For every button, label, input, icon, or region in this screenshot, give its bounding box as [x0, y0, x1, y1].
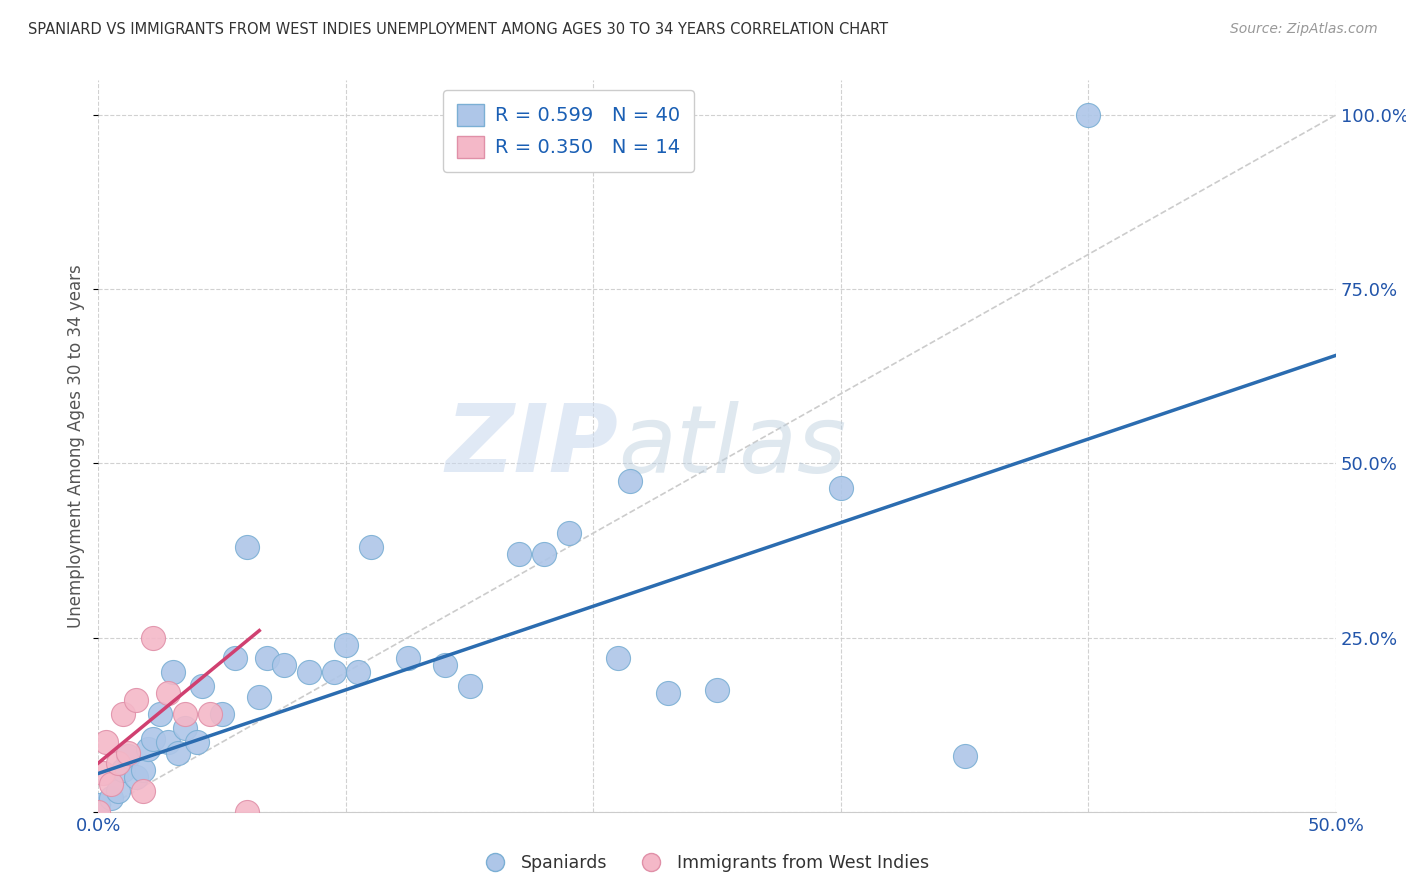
Point — [458, 679, 481, 693]
Point — [124, 770, 146, 784]
Point — [396, 651, 419, 665]
Point — [132, 784, 155, 798]
Point — [607, 651, 630, 665]
Point — [236, 805, 259, 819]
Legend: Spaniards, Immigrants from West Indies: Spaniards, Immigrants from West Indies — [471, 847, 935, 879]
Text: Source: ZipAtlas.com: Source: ZipAtlas.com — [1230, 22, 1378, 37]
Point — [360, 540, 382, 554]
Point — [142, 731, 165, 746]
Point — [174, 707, 197, 722]
Point — [322, 665, 344, 680]
Text: SPANIARD VS IMMIGRANTS FROM WEST INDIES UNEMPLOYMENT AMONG AGES 30 TO 34 YEARS C: SPANIARD VS IMMIGRANTS FROM WEST INDIES … — [28, 22, 889, 37]
Point — [117, 746, 139, 760]
Point — [124, 693, 146, 707]
Point — [186, 735, 208, 749]
Point — [273, 658, 295, 673]
Point — [94, 735, 117, 749]
Point — [224, 651, 246, 665]
Point — [87, 805, 110, 819]
Point — [298, 665, 321, 680]
Point — [100, 790, 122, 805]
Point — [174, 721, 197, 735]
Legend: R = 0.599   N = 40, R = 0.350   N = 14: R = 0.599 N = 40, R = 0.350 N = 14 — [443, 90, 695, 172]
Point — [166, 746, 188, 760]
Point — [953, 749, 976, 764]
Point — [211, 707, 233, 722]
Y-axis label: Unemployment Among Ages 30 to 34 years: Unemployment Among Ages 30 to 34 years — [67, 264, 86, 628]
Point — [557, 526, 579, 541]
Text: atlas: atlas — [619, 401, 846, 491]
Point — [136, 742, 159, 756]
Point — [107, 756, 129, 770]
Point — [162, 665, 184, 680]
Point — [107, 784, 129, 798]
Point — [830, 481, 852, 495]
Point — [706, 682, 728, 697]
Point — [117, 749, 139, 764]
Point — [508, 547, 530, 561]
Point — [236, 540, 259, 554]
Point — [191, 679, 214, 693]
Point — [100, 777, 122, 791]
Point — [112, 707, 135, 722]
Point — [87, 797, 110, 812]
Point — [112, 763, 135, 777]
Text: ZIP: ZIP — [446, 400, 619, 492]
Point — [156, 735, 179, 749]
Point — [335, 638, 357, 652]
Point — [149, 707, 172, 722]
Point — [198, 707, 221, 722]
Point — [132, 763, 155, 777]
Point — [347, 665, 370, 680]
Point — [93, 766, 115, 780]
Point — [657, 686, 679, 700]
Point — [619, 474, 641, 488]
Point — [433, 658, 456, 673]
Point — [1077, 108, 1099, 122]
Point — [256, 651, 278, 665]
Point — [142, 631, 165, 645]
Point — [533, 547, 555, 561]
Point — [156, 686, 179, 700]
Point — [247, 690, 270, 704]
